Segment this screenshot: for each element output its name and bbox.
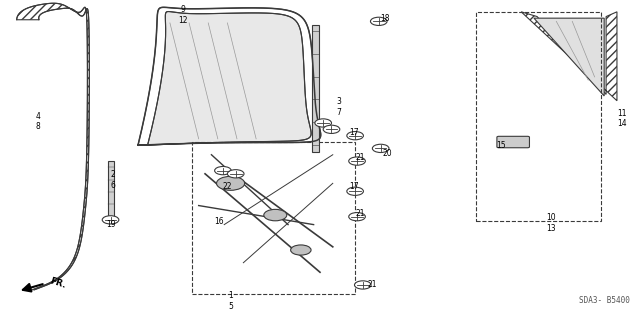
Polygon shape bbox=[521, 12, 617, 101]
Text: 10
13: 10 13 bbox=[547, 213, 556, 233]
Circle shape bbox=[227, 170, 244, 178]
Text: 16: 16 bbox=[214, 217, 224, 226]
Circle shape bbox=[216, 176, 244, 190]
Circle shape bbox=[315, 119, 332, 127]
Circle shape bbox=[355, 281, 371, 289]
Circle shape bbox=[264, 209, 287, 221]
Text: 21: 21 bbox=[355, 209, 365, 218]
Circle shape bbox=[323, 125, 340, 133]
Text: 19: 19 bbox=[106, 220, 115, 229]
Text: 22: 22 bbox=[223, 182, 232, 191]
Bar bbox=[312, 25, 319, 152]
Circle shape bbox=[102, 216, 119, 224]
Text: 15: 15 bbox=[496, 141, 506, 150]
Text: SDA3- B5400: SDA3- B5400 bbox=[579, 296, 630, 305]
Bar bbox=[192, 142, 355, 294]
Text: FR.: FR. bbox=[49, 277, 67, 290]
Polygon shape bbox=[148, 11, 311, 145]
Bar bbox=[108, 161, 115, 223]
Circle shape bbox=[349, 212, 365, 221]
Circle shape bbox=[372, 144, 389, 152]
Text: 9
12: 9 12 bbox=[178, 5, 188, 25]
Text: 21: 21 bbox=[355, 153, 365, 162]
Text: 1
5: 1 5 bbox=[228, 291, 233, 310]
Text: 18: 18 bbox=[381, 14, 390, 23]
Circle shape bbox=[347, 131, 364, 140]
Text: 4
8: 4 8 bbox=[36, 112, 41, 131]
Circle shape bbox=[214, 167, 231, 175]
Polygon shape bbox=[138, 7, 321, 145]
Text: 2
6: 2 6 bbox=[110, 170, 115, 190]
FancyBboxPatch shape bbox=[497, 136, 529, 148]
Text: 17: 17 bbox=[349, 128, 358, 137]
Bar bbox=[476, 12, 601, 221]
Polygon shape bbox=[534, 18, 604, 96]
Circle shape bbox=[371, 17, 387, 26]
Text: 17: 17 bbox=[349, 182, 358, 191]
Text: 3
7: 3 7 bbox=[336, 97, 341, 117]
Text: 11
14: 11 14 bbox=[617, 108, 627, 128]
Circle shape bbox=[349, 157, 365, 165]
Circle shape bbox=[347, 187, 364, 196]
Circle shape bbox=[291, 245, 311, 255]
Text: 20: 20 bbox=[383, 149, 392, 158]
Polygon shape bbox=[17, 3, 90, 290]
Text: 21: 21 bbox=[368, 280, 378, 289]
